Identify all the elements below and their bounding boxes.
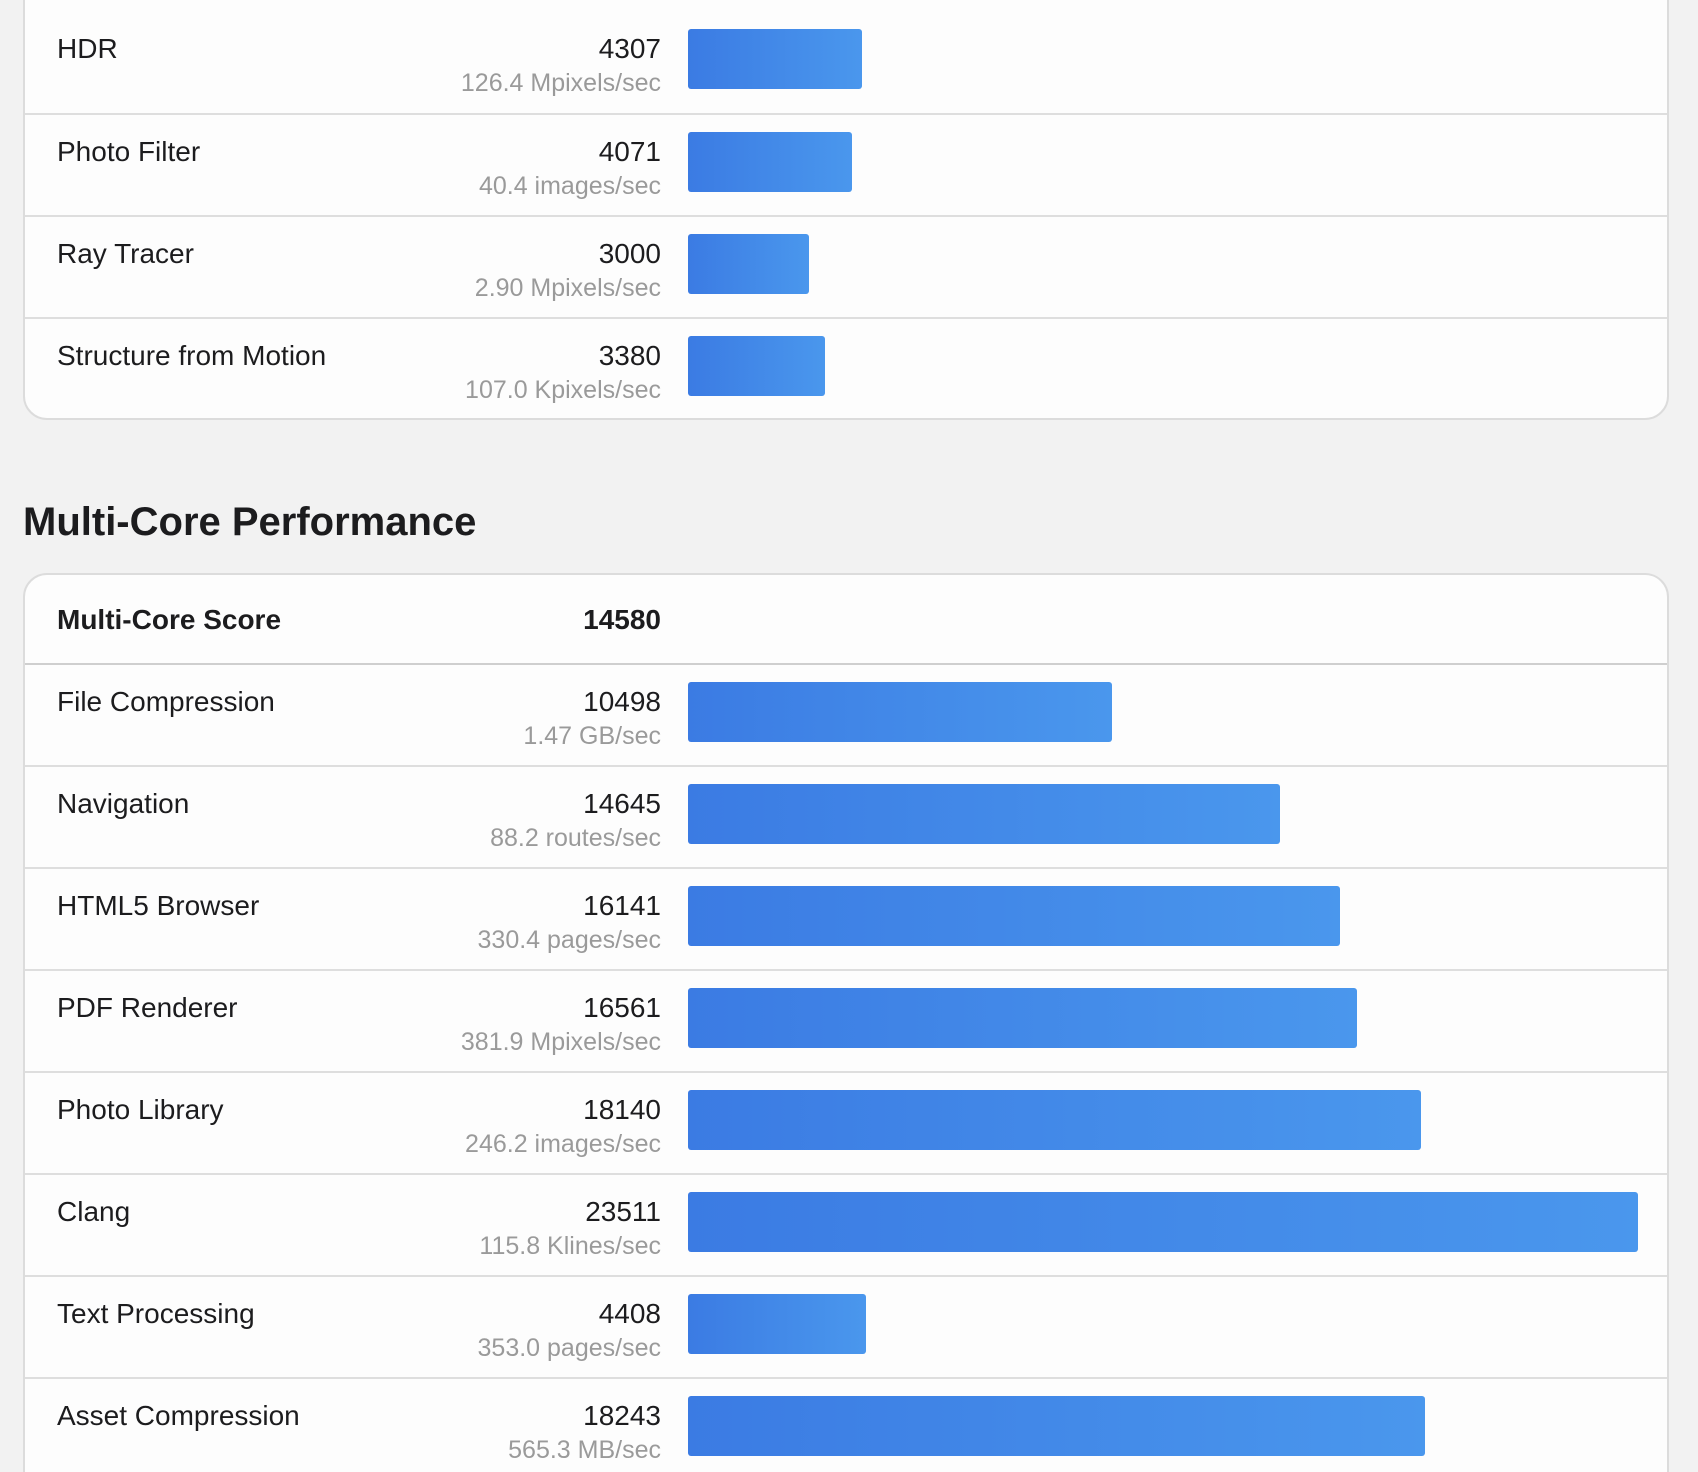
benchmark-rate: 246.2 images/sec bbox=[465, 1130, 661, 1158]
benchmark-score: 14645 bbox=[583, 788, 661, 819]
benchmark-bar bbox=[688, 1090, 1421, 1150]
benchmark-score: 16141 bbox=[583, 890, 661, 921]
benchmark-name: Clang bbox=[57, 1196, 131, 1227]
benchmark-row-ray-tracer: Ray Tracer 3000 2.90 Mpixels/sec bbox=[25, 217, 1667, 319]
benchmark-score: 18140 bbox=[583, 1094, 661, 1125]
benchmark-name: Text Processing bbox=[57, 1298, 255, 1329]
multi-core-score-value: 14580 bbox=[583, 604, 661, 635]
benchmark-rate: 115.8 Klines/sec bbox=[479, 1232, 661, 1260]
benchmark-name: Photo Library bbox=[57, 1094, 224, 1125]
benchmark-bar bbox=[688, 1192, 1638, 1252]
benchmark-row-structure-from-motion: Structure from Motion 3380 107.0 Kpixels… bbox=[25, 319, 1667, 418]
benchmark-row-text-processing: Text Processing 4408 353.0 pages/sec bbox=[25, 1277, 1667, 1379]
benchmark-score: 18243 bbox=[583, 1400, 661, 1431]
benchmark-score: 4408 bbox=[598, 1298, 661, 1329]
benchmark-name: PDF Renderer bbox=[57, 992, 238, 1023]
benchmark-score: 4071 bbox=[598, 136, 661, 167]
multi-core-score-label: Multi-Core Score bbox=[57, 604, 282, 635]
benchmark-name: Navigation bbox=[57, 788, 190, 819]
benchmark-name: HTML5 Browser bbox=[57, 890, 260, 921]
benchmark-score: 23511 bbox=[585, 1196, 661, 1227]
benchmark-row-file-compression: File Compression 10498 1.47 GB/sec bbox=[25, 665, 1667, 767]
benchmark-rate: 1.47 GB/sec bbox=[523, 722, 661, 750]
benchmark-row-pdf-renderer: PDF Renderer 16561 381.9 Mpixels/sec bbox=[25, 971, 1667, 1073]
benchmark-bar bbox=[688, 234, 809, 294]
benchmark-row-asset-compression: Asset Compression 18243 565.3 MB/sec bbox=[25, 1379, 1667, 1472]
benchmark-bar bbox=[688, 682, 1112, 742]
benchmark-score: 10498 bbox=[583, 686, 661, 717]
benchmark-score: 4307 bbox=[598, 33, 661, 64]
benchmark-row-photo-filter: Photo Filter 4071 40.4 images/sec bbox=[25, 115, 1667, 217]
benchmark-rate: 40.4 images/sec bbox=[478, 172, 661, 200]
single-core-results-card: HDR 4307 126.4 Mpixels/sec Photo Filter … bbox=[23, 0, 1669, 420]
benchmark-name: HDR bbox=[57, 33, 118, 64]
benchmark-score: 3380 bbox=[598, 340, 661, 371]
benchmark-row-html5-browser: HTML5 Browser 16141 330.4 pages/sec bbox=[25, 869, 1667, 971]
benchmark-row-photo-library: Photo Library 18140 246.2 images/sec bbox=[25, 1073, 1667, 1175]
benchmark-bar bbox=[688, 1396, 1425, 1456]
benchmark-rate: 381.9 Mpixels/sec bbox=[460, 1028, 661, 1056]
benchmark-name: Ray Tracer bbox=[57, 238, 194, 269]
benchmark-name: Asset Compression bbox=[57, 1400, 300, 1431]
benchmark-rate: 2.90 Mpixels/sec bbox=[474, 274, 661, 302]
benchmark-rate: 88.2 routes/sec bbox=[490, 824, 661, 852]
benchmark-rate: 126.4 Mpixels/sec bbox=[460, 69, 661, 97]
benchmark-name: Structure from Motion bbox=[57, 340, 327, 371]
benchmark-score: 3000 bbox=[598, 238, 661, 269]
benchmark-row-clang: Clang 23511 115.8 Klines/sec bbox=[25, 1175, 1667, 1277]
benchmark-row-hdr: HDR 4307 126.4 Mpixels/sec bbox=[25, 0, 1667, 115]
benchmark-rate: 565.3 MB/sec bbox=[508, 1436, 661, 1464]
multi-core-results-card: Multi-Core Score 14580 File Compression … bbox=[23, 573, 1669, 1472]
benchmark-bar bbox=[688, 886, 1340, 946]
multi-core-score-row: Multi-Core Score 14580 bbox=[25, 575, 1667, 665]
benchmark-bar bbox=[688, 132, 852, 192]
benchmark-rate: 353.0 pages/sec bbox=[477, 1334, 661, 1362]
benchmark-bar bbox=[688, 29, 862, 89]
benchmark-bar bbox=[688, 1294, 866, 1354]
benchmark-rate: 330.4 pages/sec bbox=[477, 926, 661, 954]
benchmark-row-navigation: Navigation 14645 88.2 routes/sec bbox=[25, 767, 1667, 869]
benchmark-bar bbox=[688, 988, 1357, 1048]
benchmark-name: Photo Filter bbox=[57, 136, 201, 167]
section-title-multi-core: Multi-Core Performance bbox=[23, 500, 477, 544]
benchmark-name: File Compression bbox=[57, 686, 275, 717]
benchmark-score: 16561 bbox=[583, 992, 661, 1023]
benchmark-bar bbox=[688, 784, 1280, 844]
benchmark-bar bbox=[688, 336, 825, 396]
benchmark-rate: 107.0 Kpixels/sec bbox=[465, 376, 661, 404]
